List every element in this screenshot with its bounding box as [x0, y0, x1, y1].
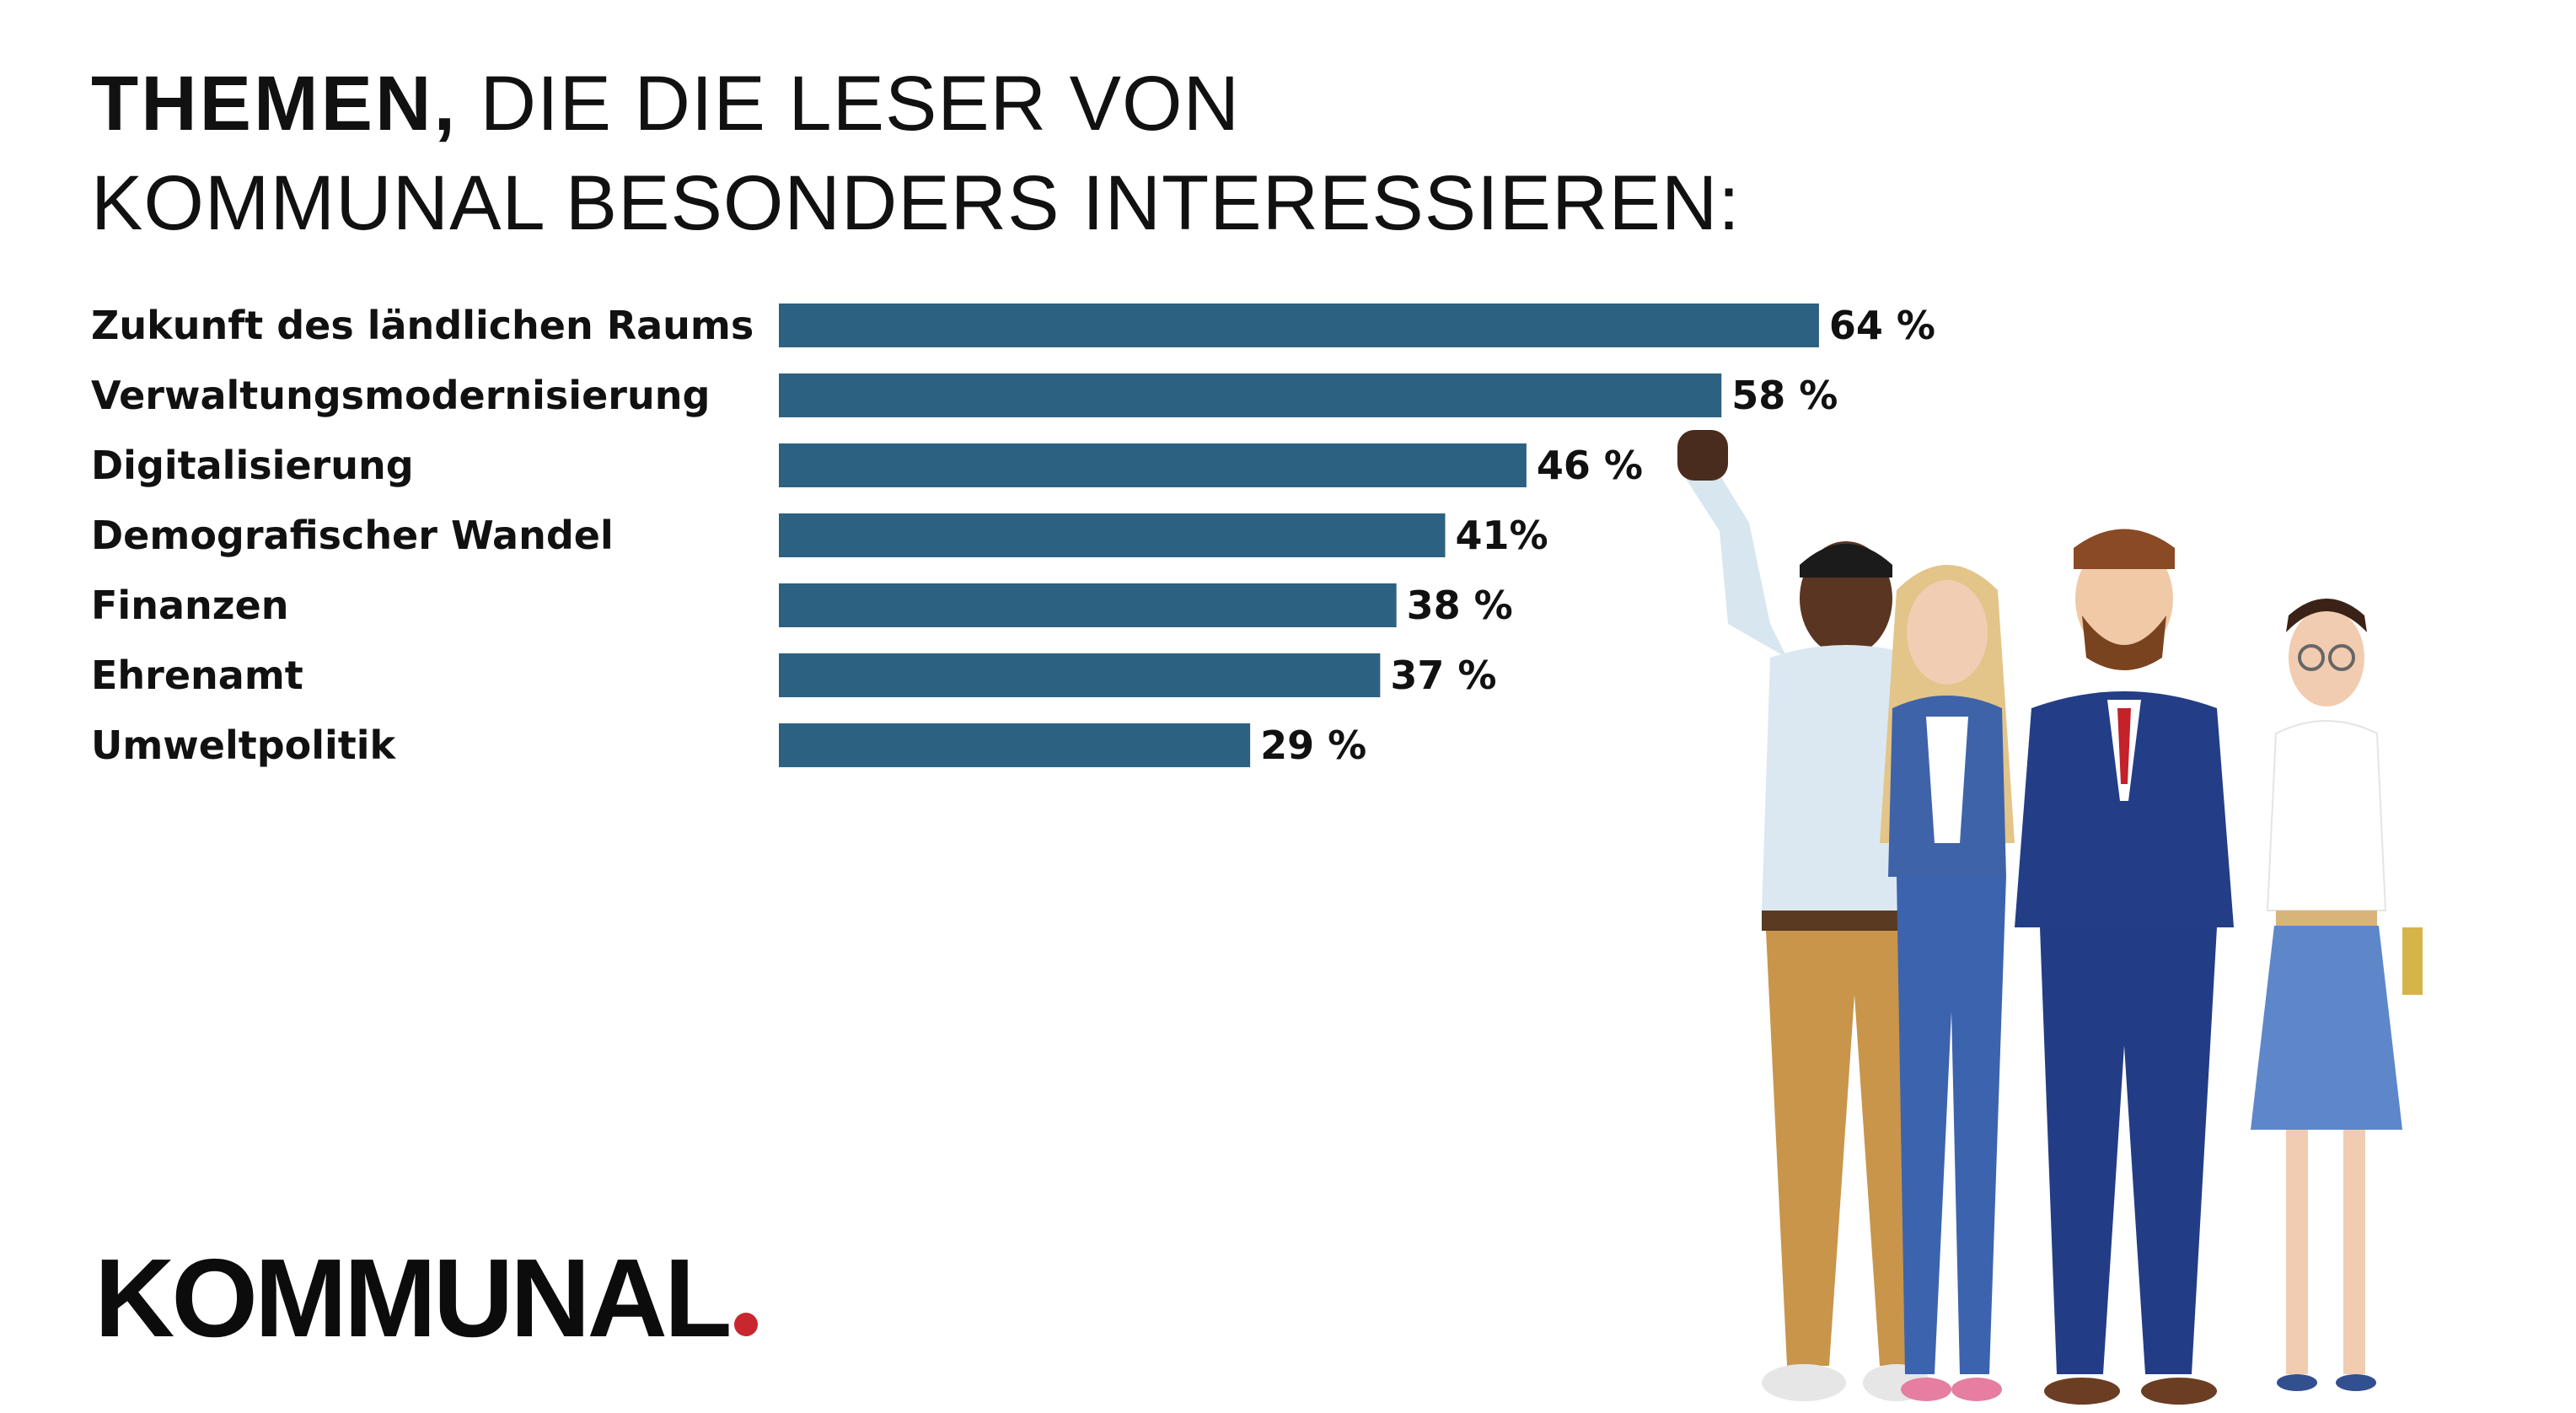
value-label: 64 % — [1829, 303, 1935, 348]
logo-text: KOMMUNAL — [94, 1236, 733, 1360]
value-label: 41% — [1455, 513, 1548, 558]
bar — [779, 583, 1397, 627]
logo-dot — [733, 1313, 758, 1336]
value-label: 38 % — [1407, 583, 1513, 628]
category-label: Demografischer Wandel — [91, 513, 614, 558]
bar — [779, 513, 1446, 557]
title-line2: KOMMUNAL BESONDERS INTERESSIEREN: — [91, 160, 1741, 246]
woman-glasses-figure — [2251, 599, 2423, 1391]
woman-blonde-figure — [1880, 565, 2015, 1401]
bar — [779, 443, 1527, 487]
people-illustration — [1677, 430, 2423, 1405]
title-bold: THEMEN, — [91, 61, 458, 147]
man-suit-figure — [2015, 529, 2234, 1405]
value-label: 46 % — [1537, 443, 1643, 488]
category-label: Zukunft des ländlichen Raums — [91, 303, 754, 348]
value-label: 29 % — [1260, 723, 1366, 768]
bar — [779, 723, 1251, 767]
man-waving-figure — [1677, 430, 1939, 1401]
category-label: Digitalisierung — [91, 443, 414, 488]
title-line1-rest: DIE DIE LESER VON — [480, 61, 1241, 147]
value-label: 37 % — [1390, 653, 1496, 698]
category-label: Finanzen — [91, 583, 288, 628]
chart-title: THEMEN, DIE DIE LESER VON KOMMUNAL BESON… — [91, 54, 1741, 253]
kommunal-logo: KOMMUNAL — [94, 1239, 758, 1357]
bar — [779, 373, 1722, 417]
value-label: 58 % — [1731, 373, 1838, 418]
category-label: Ehrenamt — [91, 653, 303, 698]
bar — [779, 653, 1381, 697]
bar — [779, 304, 1819, 347]
category-label: Umweltpolitik — [91, 723, 397, 768]
category-label: Verwaltungsmodernisierung — [91, 373, 710, 418]
